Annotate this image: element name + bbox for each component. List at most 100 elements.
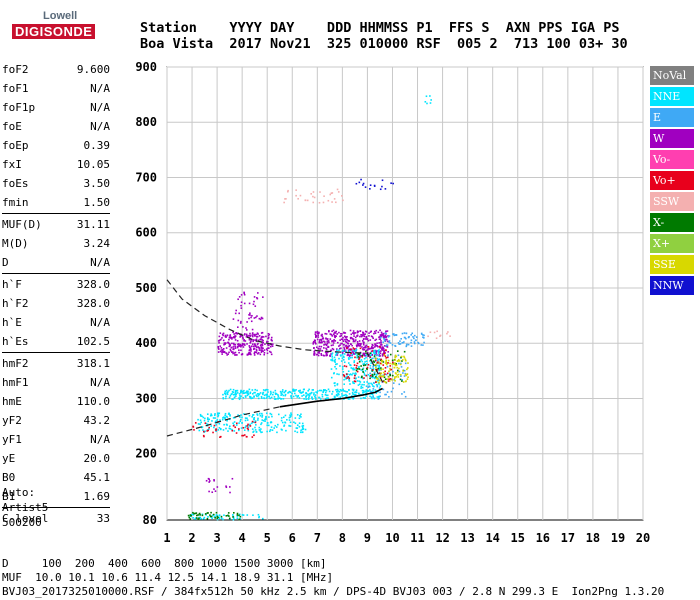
echo-point-w (246, 334, 248, 337)
echo-point-w (257, 353, 259, 355)
echo-point-nne (251, 416, 253, 418)
echo-point-w (325, 344, 328, 347)
echo-point-w (374, 353, 376, 356)
echo-point-w (328, 341, 330, 344)
echo-point-w (351, 349, 353, 351)
echo-point-nne (277, 413, 280, 416)
echo-point-nnw (381, 179, 384, 182)
echo-point-nne (301, 391, 304, 394)
echo-point-sse (394, 359, 396, 361)
echo-point-nne (349, 364, 352, 367)
echo-point-x (403, 350, 406, 353)
echo-point-sse (393, 377, 396, 380)
echo-point-w (223, 342, 226, 344)
echo-point-nne (288, 419, 291, 421)
echo-point-nne (344, 376, 346, 379)
echo-point-w (264, 343, 266, 345)
legend-item: NoVal (650, 66, 694, 87)
echo-point-w (261, 331, 264, 334)
echo-point-nne (252, 418, 255, 420)
echo-point-w (387, 335, 389, 337)
x-tick-label: 9 (364, 531, 371, 545)
echo-point-w (318, 345, 321, 348)
echo-point-w (245, 329, 248, 331)
echo-point-w (370, 347, 373, 350)
echo-point-nne (272, 391, 275, 394)
echo-point-w (374, 332, 377, 334)
param-name: MUF(D) (2, 218, 42, 231)
echo-point-nne (351, 391, 354, 394)
echo-point-w (233, 352, 236, 354)
echo-point-nne (342, 355, 345, 358)
echo-point-w (237, 298, 239, 301)
echo-point-nne (218, 427, 221, 429)
echo-point-w (262, 350, 264, 353)
echo-point-w (230, 349, 232, 352)
echo-point-w (372, 337, 374, 340)
echo-point-nne (350, 367, 353, 369)
echo-point-w (315, 353, 318, 356)
x-tick-label: 19 (611, 531, 625, 545)
echo-point-nne (315, 391, 317, 393)
echo-point-w (340, 332, 342, 335)
echo-point-w (228, 351, 230, 354)
echo-point-w (255, 346, 258, 349)
param-value: 1.50 (83, 196, 111, 209)
echo-point-vo (232, 425, 235, 427)
echo-point-nne (330, 359, 332, 361)
echo-point-w (338, 331, 340, 334)
param-row: B1 1.69 (2, 487, 110, 506)
param-name: foE (2, 120, 22, 133)
echo-point-vo (342, 374, 345, 376)
legend-item: W (650, 129, 694, 150)
echo-point-sse (395, 355, 398, 358)
echo-point-e (395, 334, 397, 336)
echo-point-w (229, 343, 231, 346)
echo-point-nne (225, 389, 228, 392)
echo-point-w (253, 348, 255, 351)
echo-point-x (232, 516, 234, 518)
echo-point-ssw (329, 193, 332, 196)
echo-point-nne (429, 102, 432, 104)
echo-point-nne (348, 373, 351, 376)
echo-point-nne (352, 381, 354, 383)
echo-point-x (238, 518, 241, 521)
echo-point-nne (338, 393, 340, 396)
echo-point-w (331, 347, 334, 350)
echo-point-x (373, 373, 376, 376)
echo-point-nne (249, 392, 252, 395)
echo-point-nne (374, 389, 377, 391)
echo-point-w (324, 332, 327, 335)
echo-point-w (363, 346, 365, 349)
echo-point-w (240, 345, 242, 348)
echo-point-nne (305, 392, 308, 395)
echo-point-w (378, 355, 381, 357)
echo-point-nne (379, 374, 382, 376)
echo-point-w (265, 335, 267, 338)
echo-point-x (225, 515, 228, 517)
echo-point-w (242, 326, 244, 328)
echo-point-nne (248, 424, 250, 427)
echo-point-nne (244, 395, 247, 397)
echo-point-nne (266, 430, 268, 433)
echo-point-w (243, 334, 246, 336)
echo-point-nne (292, 390, 294, 392)
echo-point-nnw (392, 182, 394, 185)
echo-point-ssw (286, 190, 289, 193)
echo-point-nne (225, 427, 227, 430)
echo-point-ssw (433, 331, 436, 334)
echo-point-nne (299, 391, 302, 394)
echo-point-nne (238, 397, 240, 399)
echo-point-nne (366, 390, 368, 392)
param-value: 31.11 (76, 218, 110, 231)
param-value: N/A (90, 376, 110, 389)
echo-point-w (348, 355, 351, 357)
echo-point-vo (231, 429, 234, 432)
echo-point-w (362, 342, 365, 345)
echo-point-vo (384, 373, 386, 375)
echo-point-w (378, 342, 380, 344)
echo-point-w (383, 351, 385, 354)
echo-point-sse (389, 369, 392, 371)
x-tick-label: 1 (163, 531, 170, 545)
echo-point-nne (334, 361, 336, 363)
